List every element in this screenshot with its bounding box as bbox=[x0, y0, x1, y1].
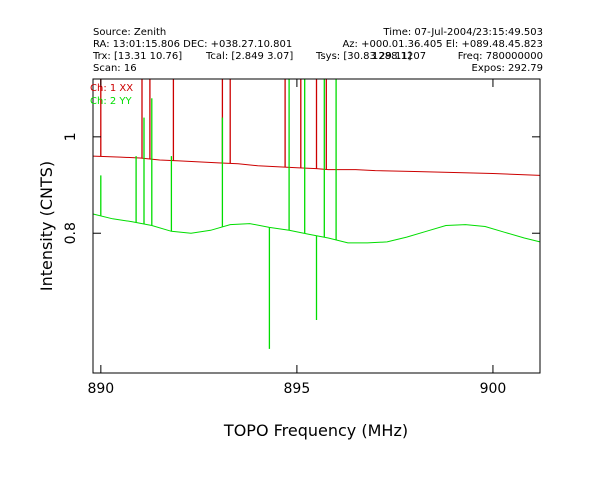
legend-entry: Ch: 1 XX bbox=[90, 83, 133, 94]
header-overlap: 1288.1207 bbox=[372, 51, 427, 62]
header-trx: Trx: [13.31 10.76] bbox=[93, 51, 183, 62]
plot-frame bbox=[92, 78, 541, 374]
header-time: Time: 07-Jul-2004/23:15:49.503 bbox=[383, 27, 543, 38]
header-az-el: Az: +000.01.36.405 El: +089.48.45.823 bbox=[342, 39, 543, 50]
x-axis-label: TOPO Frequency (MHz) bbox=[223, 421, 408, 440]
x-tick-label: 900 bbox=[480, 381, 507, 397]
y-axis-label: Intensity (CNTS) bbox=[37, 161, 56, 291]
y-axis-ticks: 10.8 bbox=[63, 132, 540, 244]
series-line-2 bbox=[92, 213, 541, 244]
x-axis-ticks: 890 895 900 bbox=[87, 79, 506, 397]
y-tick-label: 1 bbox=[63, 132, 79, 141]
header-freq: Freq: 780000000 bbox=[457, 51, 543, 62]
x-tick-label: 895 bbox=[284, 381, 311, 397]
x-tick-label: 890 bbox=[87, 381, 114, 397]
header-tsys: Tsys: [30.83 29.11] bbox=[316, 51, 412, 62]
header-tcal: Tcal: [2.849 3.07] bbox=[206, 51, 294, 62]
legend-entry: Ch: 2 YY bbox=[90, 96, 133, 107]
y-tick-label: 0.8 bbox=[63, 222, 79, 244]
header-scan: Scan: 16 bbox=[93, 63, 137, 74]
series-line-1 bbox=[92, 155, 541, 176]
header-ra-dec: RA: 13:01:15.806 DEC: +038.27.10.801 bbox=[93, 39, 293, 50]
series-layer bbox=[92, 79, 541, 349]
legend: Ch: 1 XX Ch: 2 YY bbox=[90, 83, 133, 107]
header-expos: Expos: 292.79 bbox=[471, 63, 543, 74]
header-source: Source: Zenith bbox=[93, 27, 167, 38]
